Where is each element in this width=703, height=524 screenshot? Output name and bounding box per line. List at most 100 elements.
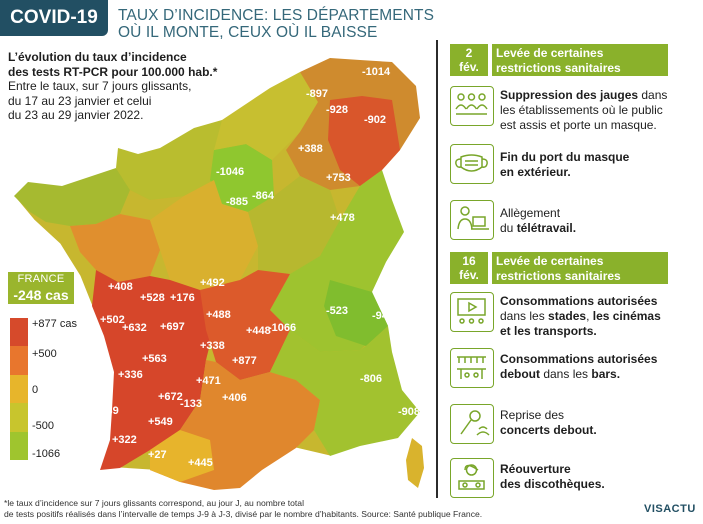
- france-value: -248 cas: [8, 286, 74, 304]
- section-1-line-1: Levée de certaines: [496, 46, 604, 60]
- headline: TAUX D’INCIDENCE: LES DÉPARTEMENTS OÙ IL…: [118, 7, 448, 41]
- france-total: FRANCE -248 cas: [8, 272, 74, 304]
- map-label: +632: [122, 322, 147, 334]
- map-label: +478: [330, 212, 355, 224]
- item-cinema: Consommations autorisées dans les stades…: [450, 292, 700, 338]
- item-concert-bold: concerts debout.: [500, 423, 597, 437]
- item-cinema-bold-4: et les transports.: [500, 324, 597, 338]
- item-cinema-t2a: dans les: [500, 309, 549, 323]
- panel-divider: [436, 40, 438, 498]
- section-2-title: Levée de certaines restrictions sanitair…: [492, 252, 668, 284]
- legend-color-5: [10, 431, 28, 460]
- region-paca: [270, 326, 420, 456]
- item-audience-bold: Suppression des jauges: [500, 88, 639, 102]
- item-telework-text: Allègement du télétravail.: [500, 206, 700, 236]
- region-centre: [150, 180, 258, 290]
- headline-line-1: TAUX D’INCIDENCE: LES DÉPARTEMENTS: [118, 7, 435, 24]
- map-label: +492: [200, 277, 225, 289]
- item-mask-bold-2: en extérieur.: [500, 165, 571, 179]
- section-1-date: 2 fév.: [450, 44, 488, 76]
- item-concert-t1: Reprise des: [500, 408, 565, 422]
- item-audience-t3: est assis et porte un masque.: [500, 118, 657, 132]
- map-label: +753: [326, 172, 351, 184]
- subtitle-bold-2: des tests RT-PCR pour 100.000 hab.*: [8, 64, 218, 79]
- item-mask-text: Fin du port du masque en extérieur.: [500, 150, 700, 180]
- item-telework-t1: Allègement: [500, 206, 561, 220]
- section-2-day: 16: [462, 254, 476, 268]
- section-2-feb: 2 fév. Levée de certaines restrictions s…: [450, 44, 668, 76]
- item-bar-bold-1: Consommations autorisées: [500, 352, 658, 366]
- mask-icon: [450, 144, 494, 184]
- visactu-logo: VISACTU: [644, 503, 696, 515]
- region-hauts-de-france: [214, 72, 318, 160]
- footnote: *le taux d’incidence sur 7 jours glissan…: [4, 498, 594, 520]
- france-label: FRANCE: [8, 272, 74, 286]
- map-label: -864: [252, 190, 275, 202]
- legend-color-4: [10, 403, 28, 432]
- section-1-title: Levée de certaines restrictions sanitair…: [492, 44, 668, 76]
- item-discotheque: Réouverture des discothèques.: [450, 458, 700, 504]
- map-label: -908: [398, 406, 420, 418]
- map-label: +672: [158, 391, 183, 403]
- section-2-date: 16 fév.: [450, 252, 488, 284]
- map-label: -946: [372, 310, 394, 322]
- map-label: -1046: [216, 166, 244, 178]
- region-ile-de-france: [210, 144, 274, 212]
- map-label: -902: [364, 114, 386, 126]
- section-1-month: fév.: [459, 60, 479, 74]
- map-label: +488: [206, 309, 231, 321]
- region-pays-loire: [70, 214, 160, 282]
- footnote-line-1: *le taux d’incidence sur 7 jours glissan…: [4, 498, 304, 508]
- item-mask-bold-1: Fin du port du masque: [500, 150, 630, 164]
- map-label: +388: [298, 143, 323, 155]
- item-telework: Allègement du télétravail.: [450, 200, 700, 246]
- map-label: +445: [188, 457, 213, 469]
- item-concert: Reprise des concerts debout.: [450, 404, 700, 450]
- legend-label-4: -500: [32, 420, 55, 432]
- legend-color-3: [10, 374, 28, 404]
- item-bar-bold-2: debout: [500, 367, 540, 381]
- section-16-feb: 16 fév. Levée de certaines restrictions …: [450, 252, 668, 284]
- map-label: +448: [246, 325, 271, 337]
- item-cinema-bold-2: stades: [548, 309, 587, 323]
- map-label: +408: [108, 281, 133, 293]
- item-bar-text: Consommations autorisées debout dans les…: [500, 352, 700, 382]
- item-audience: Suppression des jauges dans les établiss…: [450, 86, 700, 132]
- dj-icon: [450, 458, 494, 498]
- france-map: -1014 -897 -928 -902 +388 -1046 -885 -864 +753 +4…: [13, 57, 424, 491]
- region-bourgogne: [248, 176, 340, 274]
- footnote-line-2: de tests positifs réalisés dans l’interv…: [4, 509, 483, 519]
- map-label: -523: [326, 305, 348, 317]
- map-label: -1066: [268, 322, 296, 334]
- map-label: +406: [222, 392, 247, 404]
- map-label: +697: [160, 321, 185, 333]
- legend-color-2: [10, 346, 28, 375]
- map-label: +539: [94, 405, 119, 417]
- map-label: +563: [142, 353, 167, 365]
- region-nouvelle-aquitaine: [92, 270, 216, 470]
- region-alps-east: [324, 280, 388, 346]
- item-cinema-bold-1: Consommations autorisées: [500, 294, 658, 308]
- bar-icon: [450, 348, 494, 388]
- item-cinema-t2b: ,: [586, 309, 593, 323]
- map-label: -806: [360, 373, 382, 385]
- item-audience-t2: les établissements où le public: [500, 103, 663, 117]
- section-1-day: 2: [465, 46, 473, 60]
- map-label: +338: [200, 340, 225, 352]
- region-corsica: [406, 438, 424, 488]
- map-label: +877: [232, 355, 257, 367]
- item-cinema-bold-3: les cinémas: [592, 309, 661, 323]
- section-2-line-2: restrictions sanitaires: [496, 268, 621, 283]
- item-telework-bold: télétravail.: [516, 221, 577, 235]
- subtitle-line-4: du 17 au 23 janvier et celui: [8, 93, 152, 108]
- section-1-line-2: restrictions sanitaires: [496, 60, 621, 75]
- item-bar-t2: dans les: [540, 367, 592, 381]
- item-discotheque-bold-1: Réouverture: [500, 462, 571, 476]
- legend-scale: [10, 318, 28, 460]
- section-2-line-1: Levée de certaines: [496, 254, 604, 268]
- map-label: -885: [226, 196, 248, 208]
- subtitle-line-3: Entre le taux, sur 7 jours glissants,: [8, 79, 192, 93]
- legend-label-2: +500: [32, 348, 57, 360]
- covid-badge: COVID-19: [0, 0, 108, 36]
- map-label: +528: [140, 292, 165, 304]
